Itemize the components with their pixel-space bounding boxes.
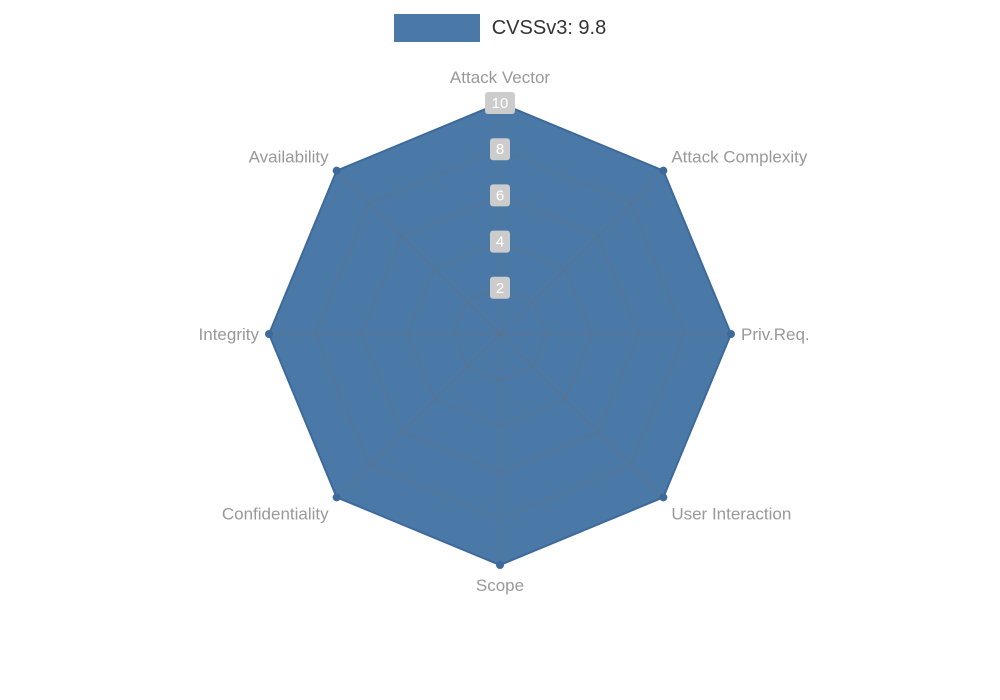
axis-label-priv-req: Priv.Req. (741, 325, 810, 344)
grid-spoke (499, 170, 664, 335)
data-point (496, 561, 504, 569)
radial-tick-box (485, 92, 515, 114)
axis-label-user-interaction: User Interaction (671, 504, 791, 523)
axis-label-attack-vector: Attack Vector (450, 68, 550, 87)
radial-tick-box (490, 276, 510, 299)
data-point (727, 330, 735, 338)
data-point (659, 166, 668, 175)
legend-item[interactable]: CVSSv3: 9.8 (0, 14, 1000, 42)
data-point (332, 166, 341, 175)
legend-label: CVSSv3: 9.8 (491, 17, 607, 39)
radial-tick-box (490, 138, 510, 161)
axis-label-availability: Availability (249, 148, 330, 167)
legend-swatch (393, 14, 480, 42)
radial-tick-label: 6 (496, 187, 504, 204)
axis-label-integrity: Integrity (199, 325, 260, 344)
axis-label-scope: Scope (476, 576, 524, 595)
radial-tick-label: 2 (496, 280, 504, 297)
radial-tick-box (490, 184, 510, 207)
axis-label-confidentiality: Confidentiality (222, 504, 329, 523)
axis-label-attack-complexity: Attack Complexity (671, 148, 808, 167)
data-point (332, 493, 341, 502)
grid-spoke (336, 333, 501, 498)
radial-tick-box (490, 230, 510, 253)
grid-spoke (499, 333, 664, 498)
data-point (659, 493, 668, 502)
radial-tick-label: 10 (492, 95, 509, 112)
radial-tick-label: 8 (496, 141, 504, 158)
grid-spoke (336, 170, 501, 335)
data-point (265, 330, 273, 338)
radial-tick-label: 4 (496, 234, 504, 251)
